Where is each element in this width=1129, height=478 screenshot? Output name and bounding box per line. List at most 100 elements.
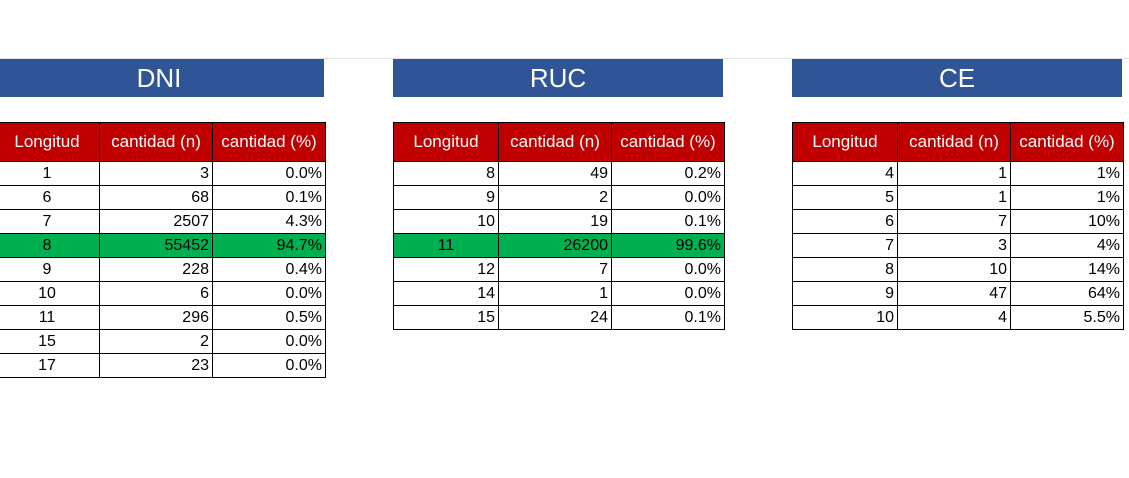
col-header-cantidad-pct: cantidad (%) — [212, 122, 326, 162]
longitud-cell[interactable]: 8 — [0, 233, 100, 258]
ruc-header-row: Longitud cantidad (n) cantidad (%) — [393, 122, 725, 162]
cantidad-pct-cell[interactable]: 0.0% — [611, 281, 725, 306]
ruc-table: Longitud cantidad (n) cantidad (%) 8 49 0.… — [393, 122, 725, 330]
longitud-cell[interactable]: 1 — [0, 161, 100, 186]
cantidad-n-cell[interactable]: 228 — [99, 257, 213, 282]
table-row: 10 19 0.1% — [393, 209, 725, 234]
col-header-longitud: Longitud — [792, 122, 898, 162]
cantidad-pct-cell[interactable]: 0.1% — [611, 305, 725, 330]
longitud-cell[interactable]: 8 — [792, 257, 898, 282]
cantidad-pct-cell[interactable]: 99.6% — [611, 233, 725, 258]
cantidad-n-cell[interactable]: 1 — [897, 185, 1011, 210]
table-row: 8 10 14% — [792, 257, 1124, 282]
cantidad-n-cell[interactable]: 23 — [99, 353, 213, 378]
cantidad-n-cell[interactable]: 55452 — [99, 233, 213, 258]
cantidad-pct-cell[interactable]: 1% — [1010, 185, 1124, 210]
longitud-cell[interactable]: 17 — [0, 353, 100, 378]
cantidad-pct-cell[interactable]: 0.0% — [212, 281, 326, 306]
longitud-cell[interactable]: 11 — [0, 305, 100, 330]
cantidad-pct-cell[interactable]: 1% — [1010, 161, 1124, 186]
ruc-title: RUC — [393, 59, 723, 97]
cantidad-pct-cell[interactable]: 0.0% — [611, 185, 725, 210]
longitud-cell[interactable]: 10 — [393, 209, 499, 234]
cantidad-pct-cell[interactable]: 0.0% — [212, 353, 326, 378]
cantidad-n-cell[interactable]: 2507 — [99, 209, 213, 234]
cantidad-n-cell[interactable]: 4 — [897, 305, 1011, 330]
cantidad-n-cell[interactable]: 24 — [498, 305, 612, 330]
cantidad-pct-cell[interactable]: 10% — [1010, 209, 1124, 234]
table-row: 7 2507 4.3% — [0, 209, 326, 234]
longitud-cell[interactable]: 7 — [0, 209, 100, 234]
longitud-cell[interactable]: 12 — [393, 257, 499, 282]
table-row: 6 68 0.1% — [0, 185, 326, 210]
cantidad-n-cell[interactable]: 2 — [99, 329, 213, 354]
cantidad-pct-cell[interactable]: 64% — [1010, 281, 1124, 306]
cantidad-n-cell[interactable]: 1 — [498, 281, 612, 306]
ce-title: CE — [792, 59, 1122, 97]
cantidad-n-cell[interactable]: 26200 — [498, 233, 612, 258]
table-row: 6 7 10% — [792, 209, 1124, 234]
col-header-cantidad-n: cantidad (n) — [498, 122, 612, 162]
longitud-cell[interactable]: 4 — [792, 161, 898, 186]
cantidad-n-cell[interactable]: 7 — [498, 257, 612, 282]
cantidad-pct-cell[interactable]: 0.0% — [212, 329, 326, 354]
ce-header-row: Longitud cantidad (n) cantidad (%) — [792, 122, 1124, 162]
col-header-longitud: Longitud — [0, 122, 100, 162]
longitud-cell[interactable]: 10 — [792, 305, 898, 330]
table-row: 11 296 0.5% — [0, 305, 326, 330]
cantidad-n-cell[interactable]: 6 — [99, 281, 213, 306]
dni-table: Longitud cantidad (n) cantidad (%) 1 3 0.0… — [0, 122, 326, 378]
table-row: 4 1 1% — [792, 161, 1124, 186]
longitud-cell[interactable]: 7 — [792, 233, 898, 258]
cantidad-pct-cell[interactable]: 0.0% — [611, 257, 725, 282]
longitud-cell[interactable]: 9 — [0, 257, 100, 282]
longitud-cell[interactable]: 9 — [792, 281, 898, 306]
table-row: 9 47 64% — [792, 281, 1124, 306]
longitud-cell[interactable]: 15 — [0, 329, 100, 354]
table-row: 9 2 0.0% — [393, 185, 725, 210]
longitud-cell[interactable]: 15 — [393, 305, 499, 330]
table-row: 9 228 0.4% — [0, 257, 326, 282]
longitud-cell[interactable]: 9 — [393, 185, 499, 210]
table-row: 7 3 4% — [792, 233, 1124, 258]
cantidad-pct-cell[interactable]: 0.1% — [212, 185, 326, 210]
cantidad-n-cell[interactable]: 7 — [897, 209, 1011, 234]
col-header-cantidad-n: cantidad (n) — [99, 122, 213, 162]
longitud-cell[interactable]: 10 — [0, 281, 100, 306]
cantidad-n-cell[interactable]: 10 — [897, 257, 1011, 282]
longitud-cell[interactable]: 6 — [0, 185, 100, 210]
cantidad-pct-cell[interactable]: 14% — [1010, 257, 1124, 282]
cantidad-n-cell[interactable]: 1 — [897, 161, 1011, 186]
cantidad-pct-cell[interactable]: 0.4% — [212, 257, 326, 282]
cantidad-n-cell[interactable]: 2 — [498, 185, 612, 210]
longitud-cell[interactable]: 14 — [393, 281, 499, 306]
cantidad-pct-cell[interactable]: 94.7% — [212, 233, 326, 258]
col-header-cantidad-pct: cantidad (%) — [611, 122, 725, 162]
cantidad-n-cell[interactable]: 3 — [897, 233, 1011, 258]
col-header-cantidad-n: cantidad (n) — [897, 122, 1011, 162]
dni-header-row: Longitud cantidad (n) cantidad (%) — [0, 122, 326, 162]
longitud-cell[interactable]: 6 — [792, 209, 898, 234]
cantidad-n-cell[interactable]: 3 — [99, 161, 213, 186]
cantidad-n-cell[interactable]: 68 — [99, 185, 213, 210]
cantidad-n-cell[interactable]: 49 — [498, 161, 612, 186]
cantidad-pct-cell[interactable]: 0.2% — [611, 161, 725, 186]
sheet-gridline — [0, 58, 1129, 59]
longitud-cell[interactable]: 11 — [393, 233, 499, 258]
cantidad-n-cell[interactable]: 296 — [99, 305, 213, 330]
cantidad-pct-cell[interactable]: 0.1% — [611, 209, 725, 234]
cantidad-pct-cell[interactable]: 0.5% — [212, 305, 326, 330]
table-row: 10 6 0.0% — [0, 281, 326, 306]
cantidad-pct-cell[interactable]: 4.3% — [212, 209, 326, 234]
table-row: 14 1 0.0% — [393, 281, 725, 306]
cantidad-pct-cell[interactable]: 4% — [1010, 233, 1124, 258]
cantidad-pct-cell[interactable]: 5.5% — [1010, 305, 1124, 330]
cantidad-n-cell[interactable]: 47 — [897, 281, 1011, 306]
col-header-longitud: Longitud — [393, 122, 499, 162]
table-row: 15 24 0.1% — [393, 305, 725, 330]
longitud-cell[interactable]: 5 — [792, 185, 898, 210]
table-row: 8 49 0.2% — [393, 161, 725, 186]
longitud-cell[interactable]: 8 — [393, 161, 499, 186]
cantidad-n-cell[interactable]: 19 — [498, 209, 612, 234]
cantidad-pct-cell[interactable]: 0.0% — [212, 161, 326, 186]
